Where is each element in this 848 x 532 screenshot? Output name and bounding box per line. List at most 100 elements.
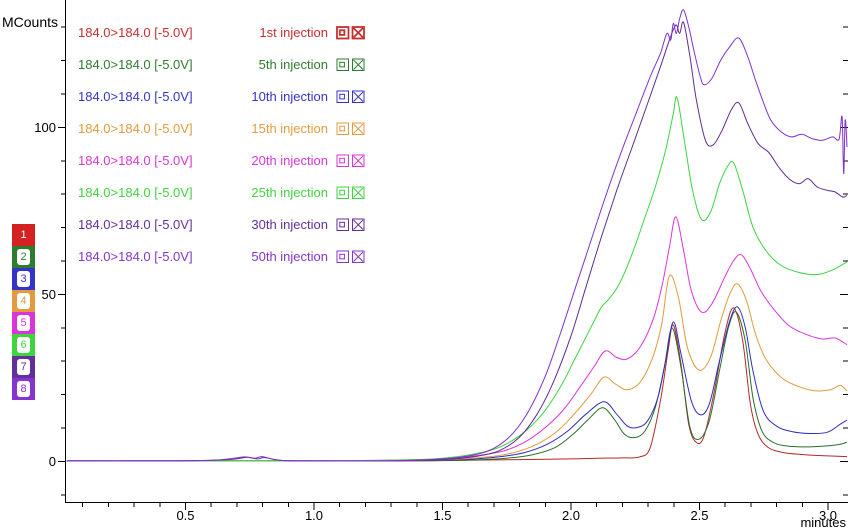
- trace-line-7: [66, 21, 848, 462]
- trace-number-chip: 4: [17, 293, 30, 309]
- trace-close-button[interactable]: [352, 58, 365, 71]
- trace-number-label: 8: [20, 382, 27, 395]
- trace-restore-button[interactable]: [336, 154, 349, 167]
- trace-close-button[interactable]: [352, 186, 365, 199]
- close-x-icon: [353, 219, 364, 230]
- restore-inner-square-icon: [339, 157, 345, 164]
- close-box-icon: [351, 26, 365, 40]
- trace-number-label: 5: [20, 316, 27, 329]
- close-x-icon: [352, 27, 364, 39]
- close-x-icon: [353, 91, 364, 102]
- trace-number-chip: 5: [17, 315, 30, 331]
- trace-line-6: [66, 96, 848, 462]
- trace-number-chip: 3: [17, 271, 30, 287]
- mass-transition-label: 184.0>184.0 [-5.0V]: [78, 153, 193, 168]
- trace-line-4: [66, 274, 848, 462]
- trace-line-1: [66, 307, 848, 462]
- trace-buttons: [336, 122, 365, 135]
- close-box-icon: [352, 186, 365, 199]
- injection-label: 30th injection: [251, 217, 328, 232]
- restore-square-icon: [336, 122, 349, 135]
- trace-restore-button[interactable]: [336, 122, 349, 135]
- trace-restore-button[interactable]: [336, 90, 349, 103]
- trace-line-8: [66, 9, 848, 462]
- close-box-icon: [352, 250, 365, 263]
- x-tick-label: 3.0: [819, 508, 837, 523]
- y-tick-label: 50: [42, 287, 56, 302]
- trace-number-chip: 8: [17, 381, 30, 397]
- trace-selector-button-4[interactable]: 4: [12, 290, 35, 312]
- trace-buttons: [336, 218, 365, 231]
- restore-inner-square-icon: [339, 93, 345, 100]
- trace-selector-button-6[interactable]: 6: [12, 334, 35, 356]
- trace-close-button[interactable]: [352, 218, 365, 231]
- trace-number-label: 3: [20, 272, 27, 285]
- trace-number-chip: 6: [17, 337, 30, 353]
- trace-number-label: 4: [20, 294, 27, 307]
- trace-selector-button-8[interactable]: 8: [12, 378, 35, 400]
- close-x-icon: [353, 123, 364, 134]
- x-tick-label: 2.0: [562, 508, 580, 523]
- trace-selector-button-3[interactable]: 3: [12, 268, 35, 290]
- mass-transition-label: 184.0>184.0 [-5.0V]: [78, 57, 193, 72]
- trace-buttons: [336, 26, 365, 40]
- trace-number-label: 6: [20, 338, 27, 351]
- trace-selector-button-7[interactable]: 7: [12, 356, 35, 378]
- trace-line-2: [66, 311, 848, 462]
- trace-close-button[interactable]: [352, 250, 365, 263]
- trace-line-5: [66, 216, 848, 462]
- injection-label: 1st injection: [259, 25, 328, 40]
- injection-label: 10th injection: [251, 89, 328, 104]
- close-box-icon: [352, 58, 365, 71]
- trace-close-button[interactable]: [352, 154, 365, 167]
- trace-close-button[interactable]: [352, 122, 365, 135]
- y-axis-unit-label: MCounts: [1, 14, 58, 30]
- trace-buttons: [336, 186, 365, 199]
- trace-line-3: [66, 306, 848, 462]
- trace-selector-button-2[interactable]: 2: [12, 246, 35, 268]
- trace-buttons: [336, 90, 365, 103]
- injection-label: 5th injection: [258, 57, 328, 72]
- close-box-icon: [352, 154, 365, 167]
- restore-inner-square-icon: [339, 61, 345, 68]
- close-x-icon: [353, 59, 364, 70]
- mass-transition-label: 184.0>184.0 [-5.0V]: [78, 185, 193, 200]
- close-x-icon: [353, 251, 364, 262]
- x-axis-unit-label: minutes: [800, 515, 846, 530]
- x-tick-label: 1.5: [433, 508, 451, 523]
- x-tick-label: 0.5: [176, 508, 194, 523]
- restore-inner-square-icon: [339, 221, 345, 228]
- restore-inner-square-icon: [339, 189, 345, 196]
- x-tick-label: 2.5: [690, 508, 708, 523]
- y-tick-label: 0: [49, 454, 56, 469]
- injection-label: 50th injection: [251, 249, 328, 264]
- close-box-icon: [352, 122, 365, 135]
- trace-buttons: [336, 58, 365, 71]
- mass-transition-label: 184.0>184.0 [-5.0V]: [78, 121, 193, 136]
- restore-square-icon: [336, 26, 350, 40]
- trace-restore-button[interactable]: [336, 218, 349, 231]
- trace-close-button[interactable]: [351, 26, 365, 40]
- injection-label: 20th injection: [251, 153, 328, 168]
- trace-selector-button-1[interactable]: 1: [12, 224, 35, 246]
- injection-label: 15th injection: [251, 121, 328, 136]
- close-box-icon: [352, 90, 365, 103]
- trace-buttons: [336, 154, 365, 167]
- restore-square-icon: [336, 90, 349, 103]
- trace-restore-button[interactable]: [336, 58, 349, 71]
- mass-transition-label: 184.0>184.0 [-5.0V]: [78, 217, 193, 232]
- restore-square-icon: [336, 58, 349, 71]
- trace-number-label: 2: [20, 250, 27, 263]
- close-x-icon: [353, 187, 364, 198]
- close-x-icon: [353, 155, 364, 166]
- restore-square-icon: [336, 154, 349, 167]
- trace-restore-button[interactable]: [336, 186, 349, 199]
- trace-number-label: 7: [20, 360, 27, 373]
- trace-restore-button[interactable]: [336, 26, 350, 40]
- restore-square-icon: [336, 250, 349, 263]
- trace-restore-button[interactable]: [336, 250, 349, 263]
- trace-selector-button-5[interactable]: 5: [12, 312, 35, 334]
- trace-close-button[interactable]: [352, 90, 365, 103]
- mass-transition-label: 184.0>184.0 [-5.0V]: [78, 89, 193, 104]
